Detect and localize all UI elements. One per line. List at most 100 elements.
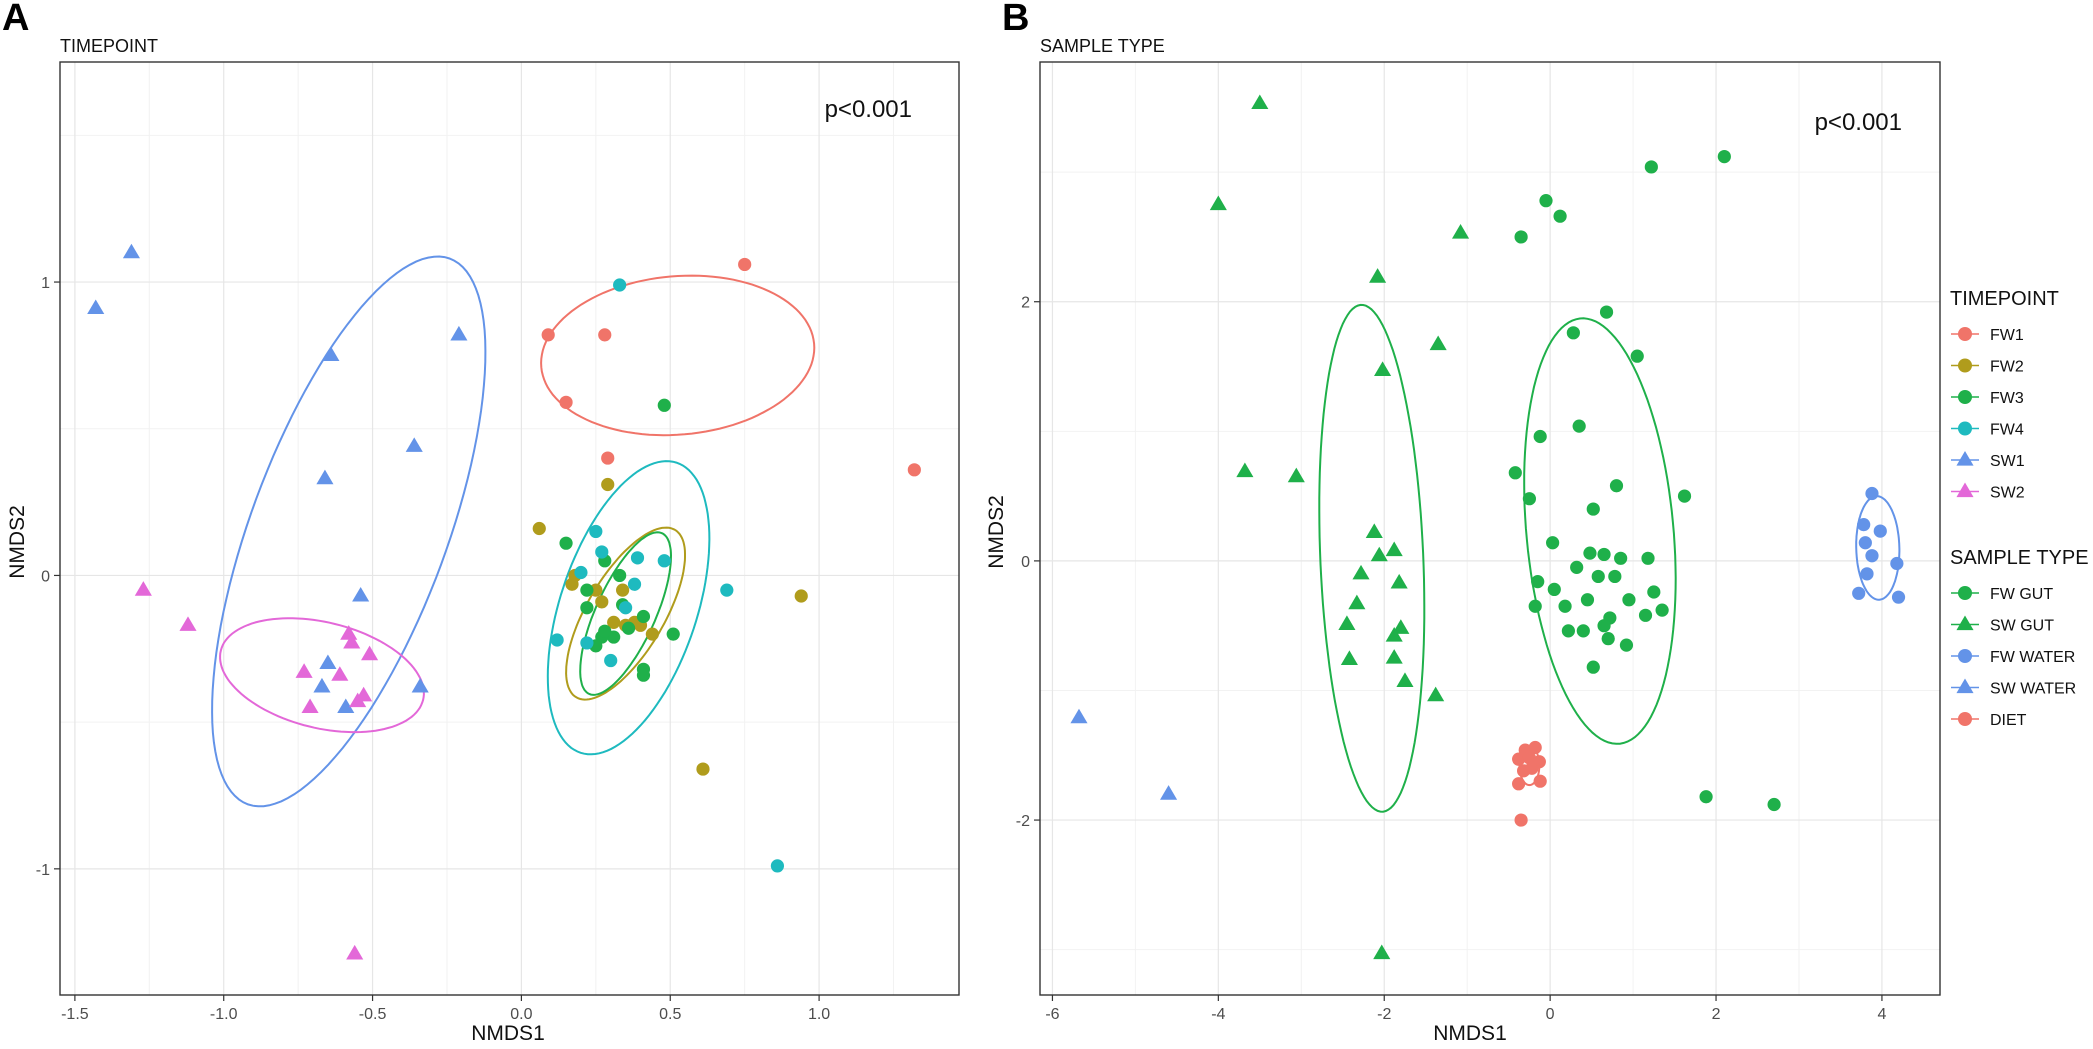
point-fw2 [794, 589, 808, 603]
point-fw3 [666, 627, 680, 641]
point-fw2 [601, 477, 615, 492]
point-fw-water [1852, 586, 1866, 600]
point-sw2 [301, 698, 319, 714]
point-fw3 [559, 536, 573, 550]
panel-b-y-tick-label: 0 [1021, 554, 1030, 571]
panel-b-border [1039, 61, 1941, 996]
point-diet [1533, 774, 1547, 788]
panel-b-y-ticks: -2 0 2 [1016, 295, 1040, 830]
legend-key-fw-gut [1958, 586, 1972, 600]
panel-a: A TIMEPOINT -1.5 -1.0 -0.5 0.0 0.5 1.0 -1 0 1 p… [2, 0, 960, 1045]
point-fw-gut [1622, 593, 1636, 607]
point-fw4 [604, 653, 618, 668]
panel-a-plot-area [60, 62, 959, 995]
panel-b-gridlines [1040, 62, 1940, 995]
point-sw-gut [1392, 619, 1410, 634]
point-fw3 [636, 668, 651, 682]
legend-key-fw2 [1958, 358, 1972, 373]
point-sw2 [179, 616, 197, 631]
point-fw-gut [1597, 619, 1611, 633]
point-fw-gut [1572, 419, 1586, 433]
legend-key-fw3 [1958, 390, 1972, 404]
point-fw3 [580, 583, 594, 597]
point-fw-gut [1566, 326, 1580, 340]
point-fw1 [907, 463, 921, 477]
panel-a-points [87, 243, 921, 960]
point-fw4 [627, 577, 642, 591]
ellipse-fw-gut [1523, 317, 1677, 745]
legend-key-fw4 [1958, 421, 1972, 436]
panel-a-p-value: p<0.001 [825, 96, 912, 123]
point-fw3 [657, 398, 671, 412]
point-fw1 [559, 395, 573, 409]
panel-a-y-tick-label: -1 [36, 862, 50, 879]
point-sw-gut [1370, 546, 1388, 562]
point-diet [1512, 752, 1526, 766]
point-sw2 [361, 645, 379, 661]
point-fw-gut [1528, 599, 1542, 613]
point-sw-gut [1348, 594, 1366, 610]
point-fw-water [1890, 556, 1904, 571]
point-fw-gut [1609, 479, 1624, 493]
point-sw2 [134, 581, 152, 596]
panel-a-x-tick-label: 0.5 [659, 1006, 681, 1023]
point-fw4 [657, 554, 671, 568]
ellipse-fw-water [1855, 495, 1901, 601]
panel-b-x-tick-label: 2 [1712, 1006, 1721, 1023]
point-fw3 [580, 601, 594, 615]
point-sw1 [352, 586, 370, 602]
point-fw4 [770, 859, 785, 873]
panel-a-letter: A [2, 0, 29, 39]
panel-a-border [59, 61, 960, 996]
panel-a-x-tick-label: -0.5 [359, 1006, 387, 1023]
legend-key-fw-water [1958, 649, 1972, 663]
point-sw-gut [1352, 564, 1370, 580]
point-sw1 [319, 654, 337, 670]
panel-a-ellipses [211, 255, 816, 808]
point-fw-gut [1767, 797, 1781, 812]
panel-b-x-tick-label: -4 [1211, 1006, 1225, 1023]
point-fw4 [720, 583, 734, 597]
point-sw-gut [1390, 573, 1408, 589]
point-fw2 [696, 762, 710, 776]
point-fw-gut [1546, 536, 1560, 550]
ellipse-fw4 [546, 460, 711, 756]
point-fw-gut [1576, 624, 1590, 638]
panel-a-x-axis-title: NMDS1 [471, 1022, 545, 1045]
point-fw-gut [1570, 560, 1584, 574]
point-sw2 [349, 692, 367, 708]
point-sw2 [343, 633, 361, 649]
point-fw4 [613, 278, 627, 292]
panel-a-y-tick-label: 1 [41, 275, 50, 292]
point-fw4 [618, 601, 633, 615]
point-fw-gut [1614, 551, 1628, 565]
point-fw-gut [1644, 160, 1658, 174]
point-fw-gut [1717, 149, 1731, 164]
point-sw1 [450, 325, 468, 341]
point-sw-water [1070, 708, 1088, 724]
point-sw2 [346, 944, 364, 960]
point-sw-gut [1251, 94, 1269, 110]
point-fw1 [738, 257, 752, 272]
point-fw-gut [1677, 489, 1692, 503]
point-sw-gut [1385, 649, 1403, 664]
point-fw-gut [1586, 660, 1600, 674]
panel-b: B SAMPLE TYPE -6 -4 -2 0 2 4 -2 0 2 p<0.001 NMD… [985, 0, 1941, 1045]
point-fw-gut [1580, 593, 1595, 607]
legend-label-fw-gut: FW GUT [1990, 586, 2053, 603]
point-sw2 [331, 666, 349, 681]
point-fw3 [598, 624, 612, 638]
point-fw4 [595, 545, 609, 559]
point-fw3 [621, 621, 636, 635]
point-fw-water [1865, 549, 1879, 563]
panel-a-title: TIMEPOINT [60, 36, 158, 56]
point-diet [1512, 777, 1526, 791]
point-sw-gut [1340, 650, 1358, 665]
ellipse-sw1 [211, 255, 487, 808]
panel-a-x-tick-label: 0.0 [510, 1006, 532, 1023]
point-sw1 [322, 346, 340, 361]
panel-b-x-axis-title: NMDS1 [1433, 1022, 1507, 1045]
legend-label-sw2: SW2 [1990, 485, 2025, 502]
point-fw1 [601, 451, 615, 465]
